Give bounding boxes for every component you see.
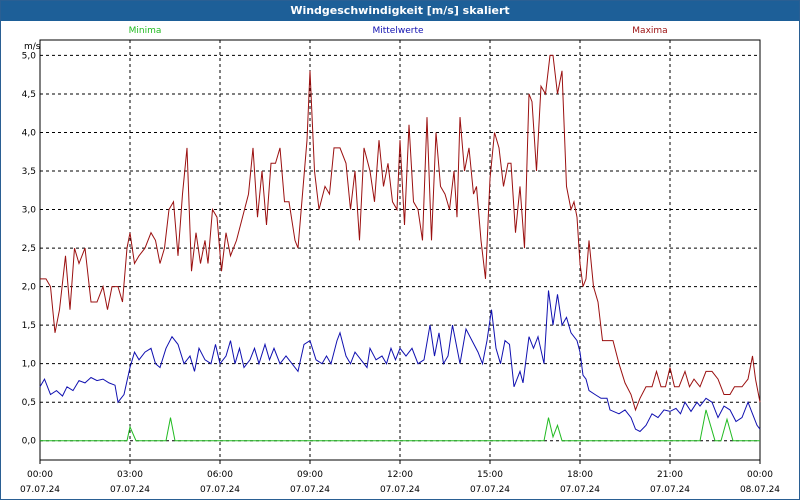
x-tick-date: 07.07.24 — [470, 485, 510, 495]
y-tick-label: 1,0 — [22, 360, 37, 370]
y-tick-labels: 0,0 0,5 1,0 1,5 2,0 2,5 3,0 3,5 4,0 4,5 5,0 — [22, 51, 37, 446]
x-tick-time: 15:00 — [477, 470, 503, 480]
x-tick-date: 08.07.24 — [740, 485, 780, 495]
x-tick-date: 07.07.24 — [20, 485, 60, 495]
series-maxima-line — [40, 54, 761, 412]
x-tick-labels: 00:00 07.07.24 03:00 07.07.24 06:00 07.07.24 0… — [20, 470, 780, 495]
x-tick-date: 07.07.24 — [110, 485, 150, 495]
x-tick-date: 07.07.24 — [650, 485, 690, 495]
x-tick-date: 07.07.24 — [380, 485, 420, 495]
x-tick-time: 12:00 — [387, 470, 413, 480]
x-tick-date: 07.07.24 — [290, 485, 330, 495]
series-minima-line — [40, 409, 760, 442]
x-tick-time: 09:00 — [297, 470, 323, 480]
y-tick-label: 4,5 — [22, 90, 36, 100]
grid-lines — [40, 40, 760, 460]
x-tick-time: 00:00 — [27, 470, 53, 480]
x-tick-time: 03:00 — [117, 470, 143, 480]
legend-minima: Minima — [129, 26, 162, 36]
y-tick-label: 2,5 — [22, 244, 36, 254]
chart-title: Windgeschwindigkeit [m/s] skaliert — [1, 1, 799, 21]
y-tick-label: 5,0 — [22, 51, 37, 61]
x-tick-date: 07.07.24 — [200, 485, 240, 495]
legend-maxima: Maxima — [632, 26, 667, 36]
y-tick-label: 0,5 — [22, 398, 36, 408]
y-tick-label: 2,0 — [22, 283, 37, 293]
x-tick-time: 18:00 — [567, 470, 593, 480]
y-tick-label: 4,0 — [22, 128, 37, 138]
x-tick-time: 06:00 — [207, 470, 233, 480]
y-tick-label: 3,0 — [22, 206, 37, 216]
y-axis-unit: m/s — [24, 42, 41, 52]
y-tick-label: 1,5 — [22, 321, 36, 331]
axes — [39, 39, 761, 464]
y-tick-label: 3,5 — [22, 167, 36, 177]
series-lines — [39, 54, 761, 442]
y-tick-label: 0,0 — [22, 437, 37, 447]
x-tick-time: 21:00 — [657, 470, 683, 480]
legend-mittelwerte: Mittelwerte — [372, 26, 423, 36]
series-mittelwerte-line — [39, 290, 761, 433]
legend: Minima Mittelwerte Maxima — [129, 26, 668, 36]
x-tick-date: 07.07.24 — [560, 485, 600, 495]
x-tick-time: 00:00 — [747, 470, 773, 480]
plot-area-border — [39, 39, 761, 461]
